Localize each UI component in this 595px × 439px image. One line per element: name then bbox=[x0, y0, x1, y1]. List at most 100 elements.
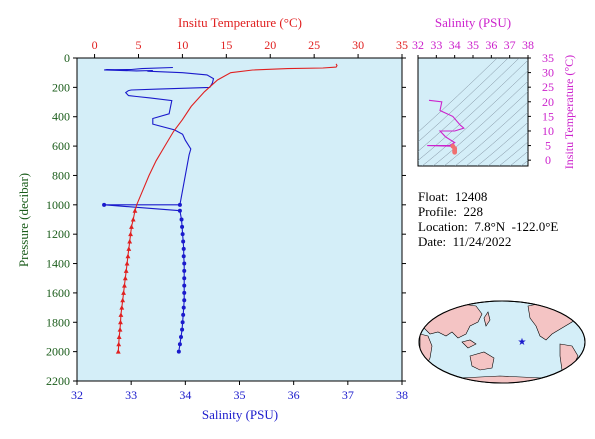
salinity-point bbox=[181, 305, 186, 310]
ts-density-contours bbox=[418, 58, 528, 166]
salinity-point bbox=[180, 320, 185, 325]
temperature-point bbox=[132, 208, 138, 213]
salinity-point bbox=[180, 232, 185, 237]
salinity-point bbox=[177, 342, 182, 347]
temperature-point bbox=[127, 238, 133, 244]
temperature-point bbox=[117, 327, 123, 332]
salinity-tick-label: 32 bbox=[71, 388, 83, 402]
temperature-point bbox=[122, 282, 127, 288]
ts-density-contour bbox=[418, 58, 509, 143]
ts-temperature-tick-label: 15 bbox=[542, 109, 554, 123]
salinity-point bbox=[102, 202, 107, 207]
ts-salinity-tick-label: 36 bbox=[485, 38, 497, 52]
ts-density-contour bbox=[432, 80, 528, 166]
map-landmass-japan bbox=[483, 311, 491, 327]
world-map: ★ bbox=[418, 300, 586, 384]
ts-salinity-tick-label: 33 bbox=[430, 38, 442, 52]
temperature-point bbox=[121, 290, 126, 295]
temperature-point bbox=[125, 253, 131, 259]
temperature-tick-label: 30 bbox=[352, 38, 364, 52]
temperature-point bbox=[118, 312, 124, 317]
pressure-axis-title: Pressure (decibar) bbox=[16, 173, 31, 267]
float-location-marker: ★ bbox=[518, 337, 527, 348]
temperature-tick-label: 5 bbox=[135, 38, 141, 52]
pressure-tick-label: 400 bbox=[52, 110, 70, 124]
ts-salinity-tick-label: 32 bbox=[412, 38, 424, 52]
profile-chart: 0200400600800100012001400160018002000220… bbox=[16, 15, 408, 422]
salinity-tick-label: 36 bbox=[288, 388, 300, 402]
ts-density-contour bbox=[421, 70, 528, 166]
ts-salinity-tick-label: 34 bbox=[449, 38, 461, 52]
ts-density-contour bbox=[418, 58, 520, 152]
map-landmass-indonesia bbox=[461, 339, 477, 349]
salinity-point bbox=[181, 312, 186, 317]
pressure-tick-label: 1000 bbox=[46, 198, 70, 212]
temperature-axis-title: Insitu Temperature (°C) bbox=[178, 15, 302, 30]
pressure-tick-label: 1600 bbox=[46, 286, 70, 300]
ts-density-contour bbox=[487, 131, 528, 166]
ts-salinity-tick-label: 38 bbox=[522, 38, 534, 52]
profile-date: Date: 11/24/2022 bbox=[418, 234, 511, 249]
salinity-tick-label: 38 bbox=[396, 388, 408, 402]
temperature-point bbox=[119, 304, 125, 310]
temperature-point bbox=[123, 268, 129, 273]
salinity-axis-title: Salinity (PSU) bbox=[202, 407, 278, 422]
salinity-point bbox=[180, 224, 185, 229]
float-id: Float: 12408 bbox=[418, 189, 487, 204]
salinity-tick-label: 34 bbox=[179, 388, 191, 402]
ts-density-contour bbox=[509, 150, 528, 166]
ts-density-contour bbox=[454, 101, 528, 166]
temperature-point bbox=[129, 224, 134, 229]
ts-temperature-tick-label: 0 bbox=[545, 153, 551, 167]
pressure-tick-label: 0 bbox=[64, 51, 70, 65]
ts-temperature-tick-label: 35 bbox=[542, 51, 554, 65]
salinity-point bbox=[182, 283, 187, 288]
salinity-point bbox=[182, 290, 187, 295]
salinity-point bbox=[181, 246, 186, 251]
pressure-tick-label: 1800 bbox=[46, 315, 70, 329]
salinity-point bbox=[176, 349, 181, 354]
ts-salinity-tick-label: 37 bbox=[504, 38, 516, 52]
salinity-tick-label: 33 bbox=[125, 388, 137, 402]
ts-temperature-tick-label: 10 bbox=[542, 124, 554, 138]
ts-salinity-axis-title: Salinity (PSU) bbox=[435, 15, 511, 30]
float-location: Location: 7.8°N -122.0°E bbox=[418, 219, 558, 234]
temperature-point bbox=[120, 297, 126, 303]
temperature-point bbox=[124, 260, 130, 266]
ts-temperature-tick-label: 25 bbox=[542, 80, 554, 94]
salinity-point bbox=[180, 327, 185, 332]
temperature-tick-label: 35 bbox=[396, 38, 408, 52]
ts-density-contour bbox=[476, 121, 528, 166]
temperature-point bbox=[126, 246, 132, 251]
profile-number: Profile: 228 bbox=[418, 204, 483, 219]
temperature-point bbox=[116, 341, 122, 347]
salinity-point bbox=[179, 217, 184, 222]
ts-density-contour bbox=[418, 58, 498, 133]
ts-temperature-tick-label: 20 bbox=[542, 95, 554, 109]
pressure-tick-label: 1200 bbox=[46, 227, 70, 241]
temperature-tick-label: 10 bbox=[176, 38, 188, 52]
ts-density-contour bbox=[498, 141, 528, 166]
pressure-tick-label: 2000 bbox=[46, 345, 70, 359]
ts-profile-point bbox=[452, 149, 458, 155]
ts-temperature-tick-label: 30 bbox=[542, 66, 554, 80]
ts-density-contour bbox=[418, 59, 528, 161]
map-landmass-australia bbox=[469, 351, 495, 371]
ts-temperature-tick-label: 5 bbox=[545, 139, 551, 153]
salinity-tick-label: 35 bbox=[234, 388, 246, 402]
salinity-line bbox=[103, 66, 215, 352]
salinity-point bbox=[182, 298, 187, 303]
temperature-point bbox=[130, 216, 136, 222]
ts-salinity-tick-label: 35 bbox=[467, 38, 479, 52]
salinity-point bbox=[177, 208, 182, 213]
temperature-tick-label: 20 bbox=[264, 38, 276, 52]
salinity-point bbox=[182, 276, 187, 281]
profile-plot-area bbox=[76, 57, 403, 382]
salinity-point bbox=[182, 268, 187, 273]
temperature-point bbox=[116, 334, 122, 339]
temperature-tick-label: 15 bbox=[220, 38, 232, 52]
salinity-point bbox=[182, 261, 187, 266]
